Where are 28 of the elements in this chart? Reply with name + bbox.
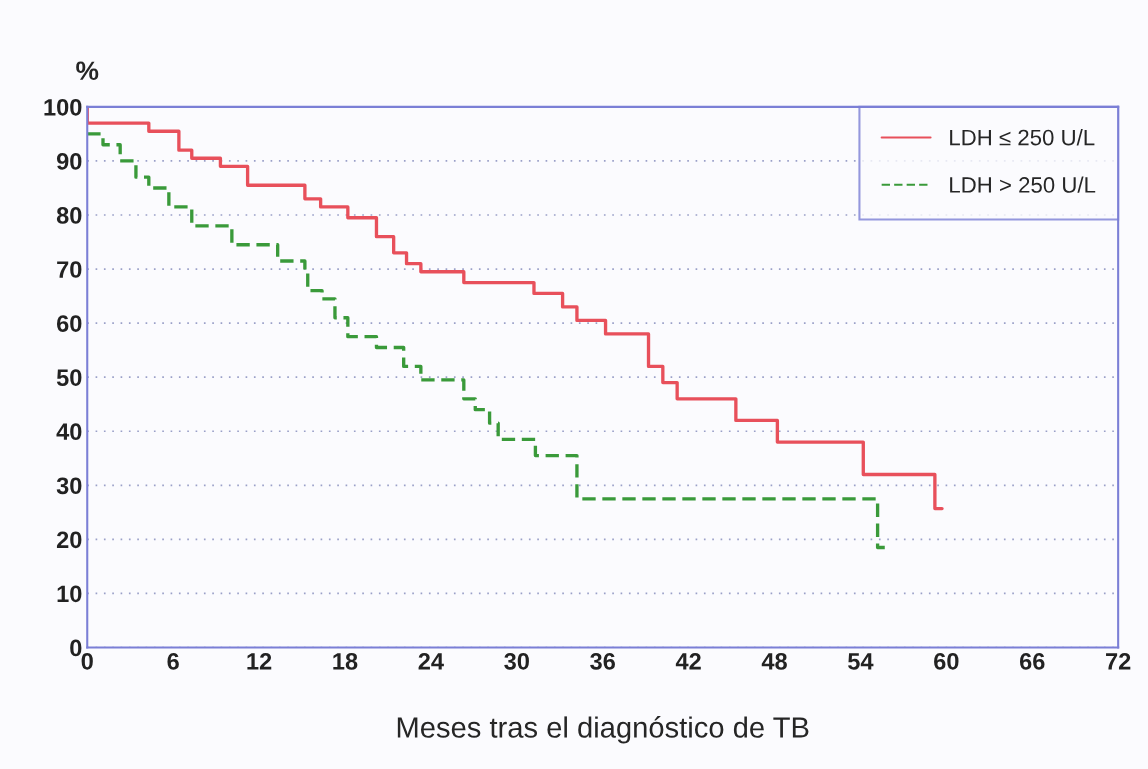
x-tick-label: 48 bbox=[761, 652, 787, 670]
x-tick-label: 24 bbox=[418, 652, 444, 670]
x-tick-label: 0 bbox=[81, 652, 93, 670]
y-tick-label: 50 bbox=[56, 369, 82, 386]
x-tick-label: 42 bbox=[675, 652, 701, 670]
y-tick-label: 30 bbox=[56, 477, 82, 495]
x-tick-label: 72 bbox=[1106, 652, 1131, 670]
legend-label: LDH ≤ 250 U/L bbox=[950, 129, 1095, 146]
y-tick-label: 90 bbox=[56, 153, 82, 170]
y-tick-label: 70 bbox=[57, 261, 82, 278]
x-tick-label: 54 bbox=[848, 653, 874, 670]
x-tick-label: 60 bbox=[934, 652, 959, 670]
y-tick-label: 60 bbox=[56, 315, 82, 332]
y-tick-label: 10 bbox=[57, 585, 82, 603]
x-axis-title: Meses tras el diagnóstico de TB bbox=[397, 716, 809, 744]
y-tick-label: 0 bbox=[70, 639, 82, 657]
y-tick-label: 100 bbox=[44, 98, 82, 116]
y-tick-label: 80 bbox=[56, 207, 82, 224]
x-tick-label: 30 bbox=[504, 652, 529, 670]
x-tick-label: 18 bbox=[333, 652, 358, 670]
x-tick-label: 66 bbox=[1019, 652, 1045, 670]
legend-label: LDH > 250 U/L bbox=[950, 176, 1096, 193]
y-tick-label: 20 bbox=[56, 531, 82, 549]
x-tick-label: 6 bbox=[167, 652, 179, 670]
x-tick-label: 12 bbox=[247, 652, 272, 670]
y-axis-title: % bbox=[76, 61, 99, 80]
x-tick-label: 36 bbox=[590, 652, 615, 670]
y-tick-label: 40 bbox=[56, 423, 82, 441]
